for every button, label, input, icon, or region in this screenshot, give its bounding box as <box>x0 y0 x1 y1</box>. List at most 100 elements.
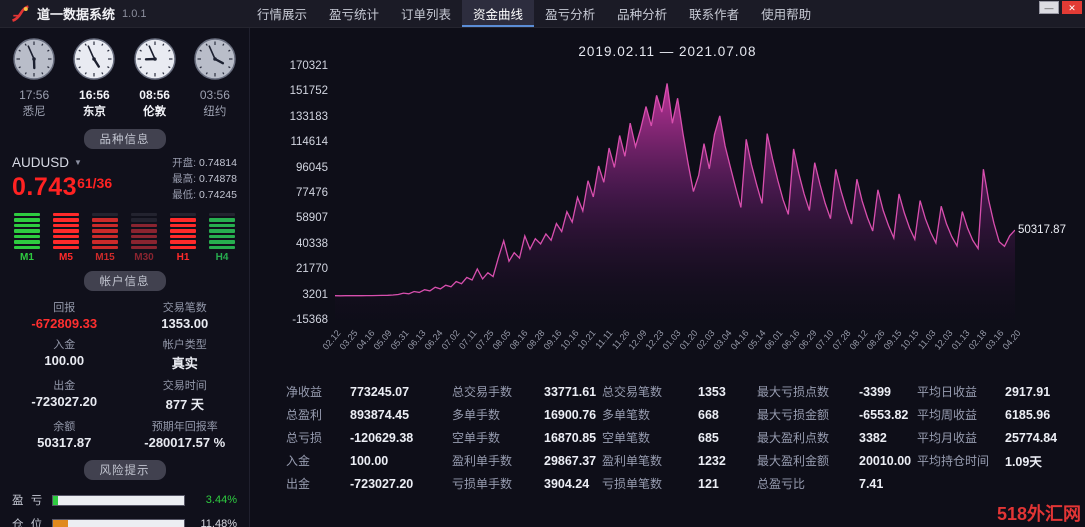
meter-segment <box>53 212 79 217</box>
world-clock: 03:56 纽约 <box>187 37 243 119</box>
x-axis-label: 06.29 <box>796 328 819 352</box>
account-field-label: 交易时间 <box>162 380 207 393</box>
stat-value: 3382 <box>859 430 887 445</box>
stat-value: 1353 <box>698 384 726 399</box>
meter-segment <box>14 218 40 222</box>
quote-value: 0.74245 <box>199 188 237 201</box>
world-clock: 16:56 东京 <box>66 37 122 119</box>
risk-gauge-label: 仓 位 <box>12 519 45 527</box>
close-button[interactable]: ✕ <box>1062 1 1082 14</box>
meter-segment <box>14 229 40 233</box>
timeframe-m5[interactable]: M5 <box>53 212 79 263</box>
timeframe-h1[interactable]: H1 <box>170 212 196 263</box>
account-field-value: -723027.20 <box>31 394 98 410</box>
meter-segment <box>53 218 79 222</box>
stat-label: 总交易手数 <box>452 385 513 399</box>
menu-item[interactable]: 盈亏统计 <box>329 8 380 22</box>
meter-segment <box>131 218 157 222</box>
app-title: 道一数据系统 <box>37 7 116 22</box>
meter-segment <box>92 229 118 233</box>
stat-item: 最大盈利金额 20010.00 <box>757 449 917 472</box>
account-field-label: 回报 <box>53 302 76 315</box>
menu-item[interactable]: 使用帮助 <box>761 8 812 22</box>
risk-gauge-percent: 11.48% <box>200 518 238 527</box>
world-clocks: 17:56 悉尼 16:56 东京 08:56 伦敦 03:56 纽约 <box>0 28 249 121</box>
stat-item: 多单笔数 668 <box>602 403 757 426</box>
stat-value: 773245.07 <box>350 384 410 399</box>
x-axis-label: 05.09 <box>371 328 394 352</box>
stat-item: 平均周收益 6185.96 <box>917 403 1077 426</box>
stat-value: 3904.24 <box>544 476 590 491</box>
clock-face-icon <box>194 38 236 80</box>
x-axis-label: 09.16 <box>541 328 564 352</box>
stat-item: 亏损单手数 3904.24 <box>452 472 602 495</box>
risk-gauge-track <box>52 494 185 506</box>
menu-item[interactable]: 品种分析 <box>617 8 668 22</box>
stat-value: 29867.37 <box>544 453 597 468</box>
stat-label: 平均日收益 <box>917 385 978 399</box>
timeframe-label: M1 <box>20 252 34 264</box>
timeframe-h4[interactable]: H4 <box>209 212 235 263</box>
x-axis-label: 11.03 <box>915 328 938 352</box>
stat-label: 总盈亏比 <box>757 477 806 491</box>
price-sup: 61 <box>77 175 93 191</box>
y-axis-label: 151752 <box>289 85 328 98</box>
timeframe-m15[interactable]: M15 <box>92 212 118 263</box>
clock-city: 纽约 <box>203 106 227 118</box>
menu-item[interactable]: 盈亏分析 <box>545 8 596 22</box>
meter-segment <box>53 245 79 250</box>
stat-label: 总交易笔数 <box>602 385 663 399</box>
menu-item[interactable]: 联系作者 <box>689 8 740 22</box>
account-field: 预期年回报率 -280017.57 % <box>125 418 246 450</box>
menu-item[interactable]: 订单列表 <box>401 8 452 22</box>
meter-segment <box>170 245 196 250</box>
quote-label: 开盘: <box>172 157 197 169</box>
meter-segment <box>92 218 118 222</box>
symbol-selector[interactable]: AUDUSD ▼ <box>12 155 112 170</box>
meter-segment <box>170 212 196 217</box>
x-axis-label: 01.03 <box>660 328 683 352</box>
quote-label: 最低: <box>172 188 197 201</box>
quote-list: 开盘: 0.74814 最高: 0.74878 最低: 0.74245 <box>172 155 237 203</box>
app-version: 1.0.1 <box>122 7 147 20</box>
meter-segment <box>92 212 118 217</box>
y-axis-label: 170321 <box>289 60 328 72</box>
clock-time: 03:56 <box>199 88 230 102</box>
x-axis-label: 07.02 <box>439 328 462 352</box>
timeframe-m30[interactable]: M30 <box>131 212 157 263</box>
x-axis-label: 07.28 <box>830 328 853 352</box>
clock-time: 16:56 <box>79 88 110 102</box>
app-logo-icon <box>12 4 29 22</box>
quote-line: 最高: 0.74878 <box>172 172 237 188</box>
minimize-button[interactable]: — <box>1039 1 1059 14</box>
meter-segment <box>131 212 157 217</box>
sidebar: 17:56 悉尼 16:56 东京 08:56 伦敦 03:56 纽约 品种信息 AUDUSD… <box>0 28 250 527</box>
stat-item: 多单手数 16900.76 <box>452 403 602 426</box>
clock-time: 08:56 <box>139 88 170 102</box>
symbol-section-header: 品种信息 <box>83 129 166 149</box>
timeframe-m1[interactable]: M1 <box>14 212 40 263</box>
x-axis-label: 01.13 <box>949 328 972 352</box>
account-field-label: 交易笔数 <box>162 302 207 315</box>
menu-item[interactable]: 资金曲线 <box>462 0 535 27</box>
stat-item: 最大盈利点数 3382 <box>757 426 917 449</box>
stat-label: 多单手数 <box>452 408 501 422</box>
menu-item[interactable]: 行情展示 <box>257 8 308 22</box>
stat-item: 总交易笔数 1353 <box>602 380 757 403</box>
stats-column: 总交易手数 33771.61 多单手数 16900.76 空单手数 16870.85 盈利单… <box>452 380 602 495</box>
timeframe-meter <box>131 212 157 250</box>
stat-value: 685 <box>698 430 719 445</box>
meter-segment <box>170 218 196 222</box>
account-field: 交易笔数 1353.00 <box>125 299 246 331</box>
x-axis-label: 05.14 <box>745 328 768 352</box>
x-axis-label: 06.16 <box>779 328 802 352</box>
stat-label: 盈利单笔数 <box>602 454 663 468</box>
window-controls: — ✕ <box>1039 0 1085 27</box>
quote-value: 0.74878 <box>199 172 237 185</box>
account-field-label: 余额 <box>53 421 76 434</box>
x-axis-label: 02.12 <box>320 328 343 352</box>
stat-value: -3399 <box>859 384 891 399</box>
equity-chart <box>334 66 1016 321</box>
meter-segment <box>14 223 40 228</box>
stat-value: 121 <box>698 476 719 491</box>
